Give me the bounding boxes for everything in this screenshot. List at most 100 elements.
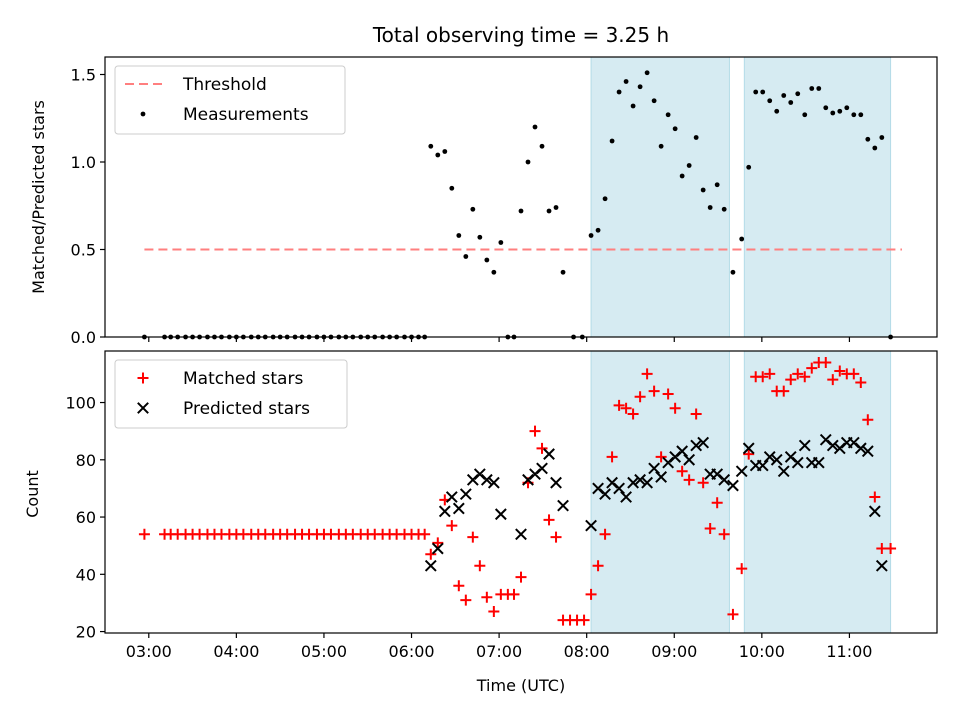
predicted-star-point: [676, 445, 689, 458]
matched-star-point: [785, 374, 797, 386]
predicted-star-point: [627, 476, 640, 489]
measurement-point: [802, 112, 808, 118]
matched-star-point: [743, 448, 755, 460]
predicted-star-point: [620, 491, 633, 503]
measurement-point: [851, 112, 857, 118]
matched-star-point: [648, 385, 660, 397]
measurement-point: [700, 187, 706, 193]
measurement-point: [753, 89, 759, 95]
predicted-star-point: [735, 465, 748, 478]
measurement-point: [630, 103, 636, 109]
matched-star-point: [690, 408, 702, 420]
matched-star-point: [419, 528, 431, 540]
matched-star-point: [862, 414, 874, 426]
predicted-star-point: [718, 473, 731, 486]
matched-star-point: [711, 497, 723, 509]
predicted-star-point: [557, 499, 569, 512]
predicted-star-point: [690, 439, 703, 452]
measurement-point: [477, 234, 483, 240]
measurement-point: [830, 110, 836, 116]
measurement-point: [637, 84, 643, 90]
x-tick-label: 11:00: [826, 642, 872, 661]
observing-window-shade: [590, 350, 730, 634]
count-panel-legend: Matched stars Predicted stars: [114, 359, 348, 429]
measurement-point: [767, 98, 773, 104]
matched-star-point: [599, 528, 611, 540]
matched-star-point: [655, 451, 667, 463]
measurement-point: [788, 100, 794, 105]
measurement-point: [518, 208, 524, 214]
matched-star-point: [585, 588, 597, 600]
matched-star-point: [529, 425, 541, 437]
measurement-point: [470, 206, 476, 212]
predicted-star-points: [424, 433, 888, 572]
observing-window-shade: [590, 56, 730, 338]
matched-star-point: [697, 477, 709, 489]
predicted-star-point: [599, 488, 611, 501]
predicted-star-point: [494, 508, 507, 521]
matched-star-point: [820, 356, 832, 368]
matched-star-point: [727, 608, 739, 620]
ratio-panel-frame: [104, 56, 938, 338]
matched-star-point: [704, 523, 716, 535]
x-tick-label: 09:00: [651, 642, 697, 661]
predicted-star-point: [452, 502, 465, 515]
matched-star-point: [578, 614, 590, 626]
count-y-tick-label: 60: [76, 508, 96, 527]
measurement-point: [774, 108, 780, 114]
predicted-star-point: [697, 436, 710, 449]
measurement-point: [546, 208, 552, 214]
x-tick-label: 10:00: [739, 642, 785, 661]
legend-marker: [137, 402, 149, 414]
measurement-point: [491, 269, 497, 275]
measurement-point: [588, 233, 594, 238]
x-tick-label: 04:00: [213, 642, 259, 661]
matched-star-point: [488, 606, 500, 618]
observing-window-shade: [743, 56, 892, 338]
legend-dot-swatch: [140, 111, 146, 117]
predicted-star-point: [487, 476, 500, 489]
matched-star-point: [778, 385, 790, 397]
ratio-y-tick-label: 1.0: [71, 153, 96, 172]
measurement-point: [456, 233, 462, 238]
predicted-star-point: [763, 451, 776, 463]
predicted-star-point: [798, 439, 811, 452]
measurement-point: [602, 196, 608, 202]
matched-star-point: [885, 543, 897, 555]
measurement-point: [858, 112, 864, 118]
predicted-star-point: [727, 479, 739, 492]
predicted-star-point: [826, 439, 839, 452]
predicted-star-point: [777, 465, 790, 478]
matched-star-point: [806, 362, 818, 374]
predicted-star-point: [424, 559, 437, 572]
matched-star-point: [634, 391, 646, 403]
ratio-legend-box: [114, 65, 346, 135]
measurement-point: [539, 143, 545, 149]
measurement-point: [658, 143, 664, 149]
measurement-point: [644, 70, 650, 76]
measurement-point: [623, 79, 629, 84]
legend-x-swatch: [137, 402, 149, 414]
count-y-tick-label: 40: [76, 565, 96, 584]
measurement-point: [442, 149, 448, 154]
measurement-point: [809, 86, 815, 91]
measurement-point: [693, 135, 699, 140]
predicted-star-point: [812, 456, 825, 469]
matched-star-point: [764, 368, 776, 380]
matched-star-point: [848, 368, 860, 380]
predicted-star-point: [634, 473, 647, 486]
matched-star-point: [474, 560, 486, 572]
matched-star-point: [515, 571, 527, 583]
matched-star-point: [855, 376, 867, 388]
matched-star-point: [620, 402, 632, 414]
measurement-point: [872, 145, 878, 151]
measurement-point: [714, 182, 720, 188]
predicted-star-point: [431, 542, 444, 555]
measurement-point: [428, 143, 434, 149]
predicted-star-point: [515, 528, 527, 541]
predicted-star-point: [655, 471, 668, 483]
x-axis-label: Time (UTC): [476, 676, 565, 695]
measurement-point: [865, 136, 871, 142]
ratio-panel-y-axis-label: Matched/Predicted stars: [29, 100, 48, 294]
